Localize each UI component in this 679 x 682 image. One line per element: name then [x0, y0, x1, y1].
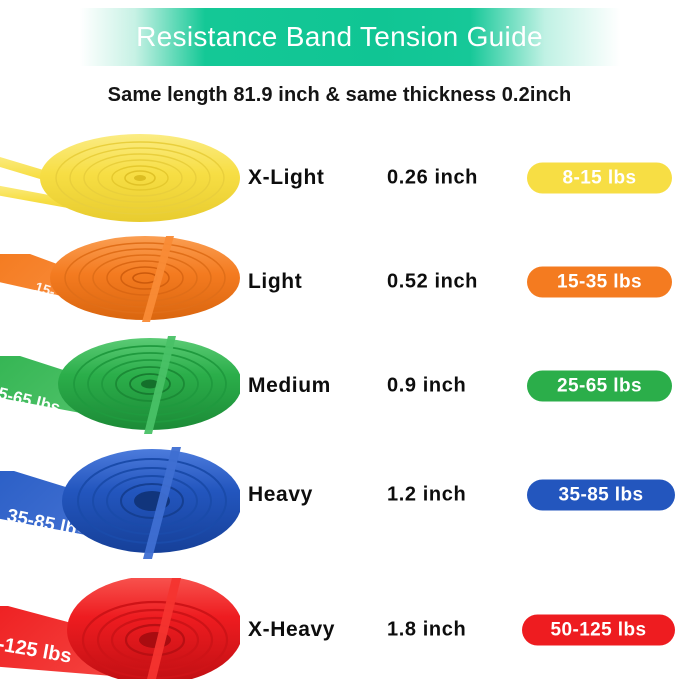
orange-resistance-band: 15-35 lbs	[0, 236, 240, 322]
band-level-label: Light	[248, 270, 303, 293]
band-row-heavy: 35-85 lbs Heavy 1.2 inch 35-85 lbs	[0, 443, 679, 559]
red-resistance-band: 0-125 lbs	[0, 578, 240, 679]
band-image-orange: 15-35 lbs	[0, 230, 240, 334]
band-level-label: X-Light	[248, 166, 325, 189]
band-row-x-light: X-Light 0.26 inch 8-15 lbs	[0, 126, 679, 230]
tension-badge: 35-85 lbs	[527, 479, 675, 511]
band-image-blue: 35-85 lbs	[0, 443, 240, 563]
tension-badge: 25-65 lbs	[527, 370, 672, 402]
band-image-yellow	[0, 126, 240, 230]
tension-badge: 15-35 lbs	[527, 266, 672, 298]
tension-badge: 8-15 lbs	[527, 162, 672, 194]
band-level-label: X-Heavy	[248, 618, 336, 641]
band-level-label: Medium	[248, 374, 331, 397]
yellow-resistance-band	[0, 134, 240, 222]
band-width-value: 1.8 inch	[387, 618, 467, 641]
band-row-light: 15-35 lbs Light 0.52 inch 15-35 lbs	[0, 230, 679, 334]
green-resistance-band: 25-65 lbs	[0, 336, 240, 434]
band-width-value: 0.26 inch	[387, 166, 478, 189]
band-width-value: 0.52 inch	[387, 270, 478, 293]
band-row-x-heavy: 0-125 lbs X-Heavy 1.8 inch 50-125 lbs	[0, 578, 679, 682]
header-banner: Resistance Band Tension Guide	[0, 8, 679, 66]
blue-resistance-band: 35-85 lbs	[0, 447, 240, 559]
band-level-label: Heavy	[248, 483, 313, 506]
band-image-red: 0-125 lbs	[0, 578, 240, 679]
band-width-value: 0.9 inch	[387, 374, 467, 397]
band-row-medium: 25-65 lbs Medium 0.9 inch 25-65 lbs	[0, 334, 679, 438]
page-title: Resistance Band Tension Guide	[136, 21, 543, 52]
band-width-value: 1.2 inch	[387, 483, 467, 506]
band-image-green: 25-65 lbs	[0, 334, 240, 438]
tension-badge: 50-125 lbs	[522, 614, 675, 646]
subtitle-text: Same length 81.9 inch & same thickness 0…	[107, 84, 572, 106]
